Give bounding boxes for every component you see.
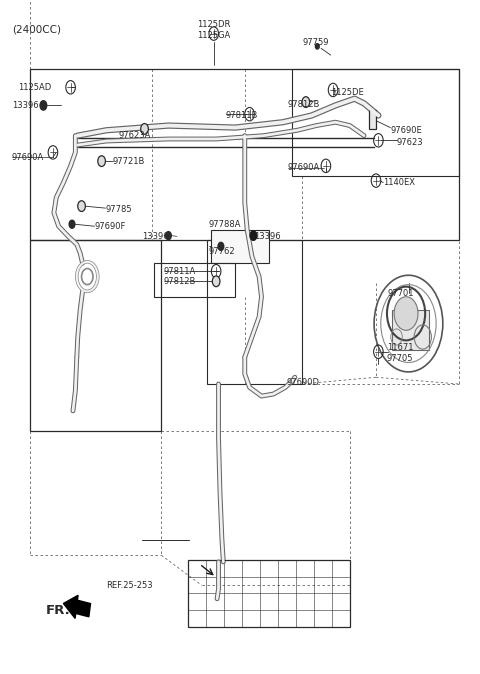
Circle shape <box>394 297 418 330</box>
Circle shape <box>40 100 47 110</box>
Text: FR.: FR. <box>45 605 70 617</box>
Bar <box>392 310 429 350</box>
Text: 97690D: 97690D <box>287 378 320 387</box>
Text: 1125AD: 1125AD <box>18 83 51 92</box>
Bar <box>369 110 376 129</box>
Text: 97812B: 97812B <box>164 278 196 286</box>
Text: 97623A: 97623A <box>118 131 151 140</box>
Circle shape <box>166 232 171 240</box>
Text: 97811A: 97811A <box>164 267 196 276</box>
Text: 1125DR
1125GA: 1125DR 1125GA <box>197 20 230 40</box>
Text: 97785: 97785 <box>106 205 132 214</box>
Text: 13396: 13396 <box>254 232 281 241</box>
Text: 97788A: 97788A <box>209 220 241 228</box>
Text: 97759: 97759 <box>302 38 328 47</box>
Circle shape <box>250 231 257 241</box>
Text: 97690E: 97690E <box>390 126 422 135</box>
Text: 1140EX: 1140EX <box>383 178 415 187</box>
Text: 97762: 97762 <box>209 247 236 255</box>
Circle shape <box>302 96 310 107</box>
Circle shape <box>98 156 106 166</box>
Text: 97721B: 97721B <box>113 156 145 166</box>
FancyArrow shape <box>63 595 91 618</box>
Text: 97812B: 97812B <box>288 100 320 109</box>
Bar <box>211 230 269 263</box>
Circle shape <box>212 276 220 286</box>
Bar <box>188 560 350 627</box>
Circle shape <box>69 220 75 228</box>
Text: 97690A: 97690A <box>288 163 320 173</box>
Bar <box>30 69 458 240</box>
Text: 11671
97705: 11671 97705 <box>387 344 413 363</box>
Circle shape <box>218 243 224 251</box>
Text: 97690F: 97690F <box>95 222 126 231</box>
Text: 97623: 97623 <box>396 138 423 147</box>
Circle shape <box>78 201 85 212</box>
Text: 1125DE: 1125DE <box>331 88 363 96</box>
Bar <box>154 263 235 297</box>
Circle shape <box>141 123 148 134</box>
Bar <box>292 69 458 176</box>
Text: 97811B: 97811B <box>226 111 258 120</box>
Text: 13396: 13396 <box>12 101 38 110</box>
Text: 97690A: 97690A <box>12 152 44 162</box>
Bar <box>30 240 161 431</box>
Text: (2400CC): (2400CC) <box>12 25 61 35</box>
Text: 97701: 97701 <box>388 289 414 298</box>
Text: 13396: 13396 <box>142 232 169 241</box>
Bar <box>206 240 302 384</box>
Text: REF.25-253: REF.25-253 <box>107 581 153 590</box>
Circle shape <box>315 44 319 49</box>
